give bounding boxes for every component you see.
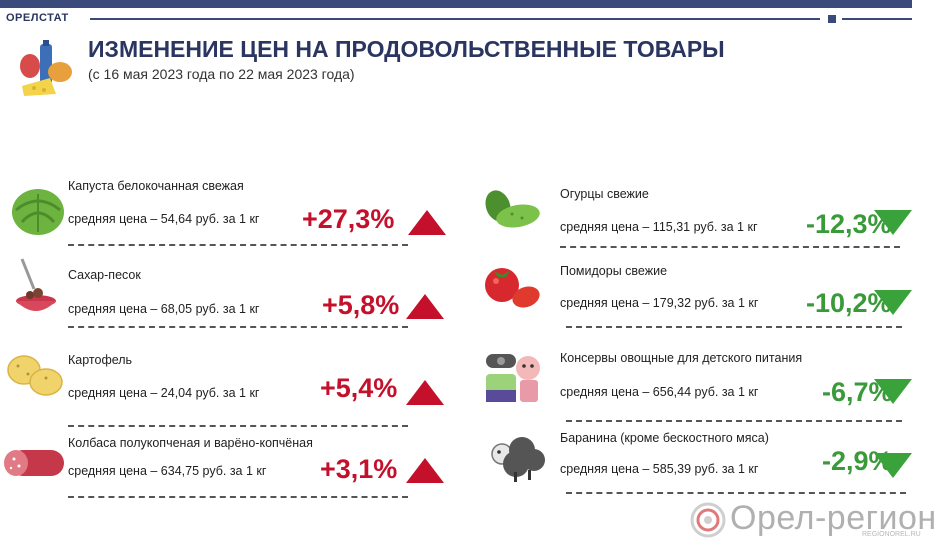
down-arrow-icon	[874, 379, 912, 404]
header-rule	[90, 18, 820, 20]
price-item-potato: Картофель средняя цена – 24,04 руб. за 1…	[0, 350, 444, 430]
item-name: Огурцы свежие	[560, 187, 649, 201]
sausage-icon	[4, 450, 64, 476]
divider	[566, 420, 902, 422]
price-item-sugar: Сахар-песок средняя цена – 68,05 руб. за…	[0, 258, 444, 345]
item-name: Баранина (кроме бескостного мяса)	[560, 431, 769, 445]
price-item-tomato: Помидоры свежие средняя цена – 179,32 ру…	[480, 261, 920, 341]
item-name: Консервы овощные для детского питания	[560, 351, 803, 365]
item-price: средняя цена – 24,04 руб. за 1 кг	[68, 386, 260, 400]
page-subtitle: (с 16 мая 2023 года по 22 мая 2023 года)	[88, 66, 355, 82]
orel-region-logo-icon	[690, 502, 726, 538]
price-item-baby-food: Консервы овощные для детского питания ср…	[480, 350, 920, 430]
up-arrow-icon	[406, 458, 444, 483]
item-name: Помидоры свежие	[560, 264, 668, 278]
groceries-icon	[20, 40, 72, 96]
cucumber-icon	[485, 190, 540, 228]
divider	[566, 492, 906, 494]
top-bar	[0, 0, 912, 8]
divider	[560, 246, 900, 248]
item-price: средняя цена – 68,05 руб. за 1 кг	[68, 302, 260, 316]
down-arrow-icon	[874, 453, 912, 478]
cabbage-icon	[12, 189, 64, 235]
up-arrow-icon	[406, 294, 444, 319]
item-name: Картофель	[68, 353, 133, 367]
page-title: ИЗМЕНЕНИЕ ЦЕН НА ПРОДОВОЛЬСТВЕННЫЕ ТОВАР…	[88, 36, 725, 62]
divider	[68, 425, 408, 427]
up-arrow-icon	[408, 210, 446, 235]
item-price: средняя цена – 634,75 руб. за 1 кг	[68, 464, 267, 478]
divider	[566, 326, 902, 328]
item-price: средняя цена – 656,44 руб. за 1 кг	[560, 385, 759, 399]
header-rule-square	[828, 15, 836, 23]
item-price: средняя цена – 115,31 руб. за 1 кг	[560, 220, 758, 234]
item-price: средняя цена – 179,32 руб. за 1 кг	[560, 296, 759, 310]
baby-food-icon	[486, 354, 540, 402]
divider	[68, 244, 408, 246]
header-rule-end	[842, 18, 912, 20]
item-price: средняя цена – 585,39 руб. за 1 кг	[560, 462, 759, 476]
tomato-icon	[485, 268, 540, 308]
price-item-sausage: Колбаса полукопченая и варёно-копчёная с…	[0, 434, 444, 514]
item-name: Капуста белокочанная свежая	[68, 179, 244, 193]
item-name: Сахар-песок	[68, 268, 141, 282]
price-item-cabbage: Капуста белокочанная свежая средняя цена…	[0, 176, 446, 256]
price-item-cucumber: Огурцы свежие средняя цена – 115,31 руб.…	[480, 184, 920, 264]
item-change: +27,3%	[302, 204, 395, 234]
item-change: +5,8%	[322, 290, 400, 320]
divider	[68, 326, 408, 328]
sheep-icon	[491, 437, 545, 482]
divider	[68, 496, 408, 498]
sugar-icon	[16, 258, 56, 311]
price-item-mutton: Баранина (кроме бескостного мяса) средня…	[480, 430, 920, 510]
potato-icon	[7, 355, 63, 396]
item-change: +3,1%	[320, 454, 398, 484]
up-arrow-icon	[406, 380, 444, 405]
footer-logo-text: Орел-регион	[730, 499, 937, 537]
down-arrow-icon	[874, 290, 912, 315]
down-arrow-icon	[874, 210, 912, 235]
item-price: средняя цена – 54,64 руб. за 1 кг	[68, 212, 260, 226]
item-name: Колбаса полукопченая и варёно-копчёная	[68, 436, 313, 450]
footer-logo-sub: REGIONOREL.RU	[862, 531, 921, 538]
brand-label: ОРЕЛСТАТ	[6, 12, 69, 24]
item-change: +5,4%	[320, 373, 398, 403]
